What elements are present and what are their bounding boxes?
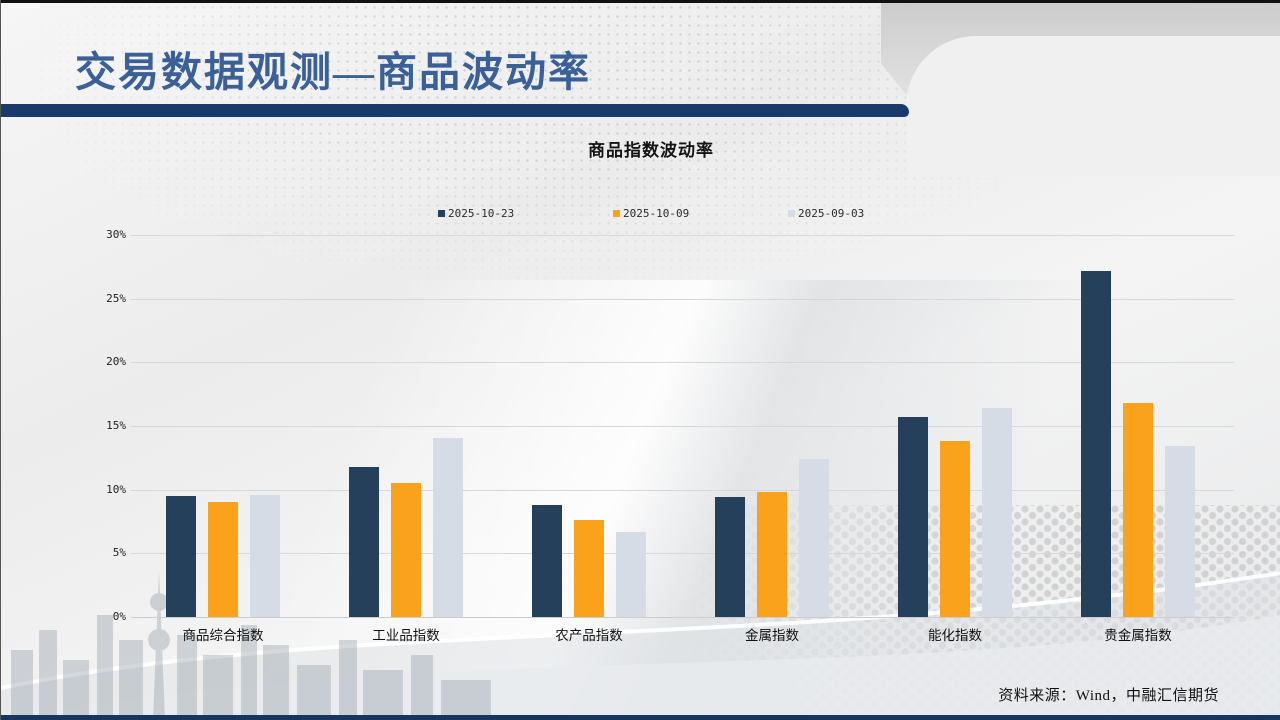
- category-label-农产品指数: 农产品指数: [555, 628, 623, 643]
- source-note: 资料来源：Wind，中融汇信期货: [998, 688, 1219, 704]
- bar-2025-10-09-工业品指数: [391, 483, 421, 617]
- bar-2025-10-09-金属指数: [757, 492, 787, 617]
- category-label-商品综合指数: 商品综合指数: [182, 628, 264, 643]
- bar-2025-10-23-商品综合指数: [166, 496, 196, 617]
- legend-item-2025-09-03: 2025-09-03: [788, 206, 864, 220]
- legend-label-2025-09-03: 2025-09-03: [798, 206, 865, 220]
- gridline-0: [131, 617, 1234, 618]
- legend-item-2025-10-23: 2025-10-23: [438, 206, 514, 220]
- legend-item-2025-10-09: 2025-10-09: [613, 206, 689, 220]
- y-tick-20: 20%: [106, 355, 126, 369]
- bar-2025-10-09-农产品指数: [574, 520, 604, 617]
- legend-swatch-2025-10-23: [438, 209, 445, 217]
- bar-2025-10-23-工业品指数: [349, 466, 379, 617]
- world-map-dot-pattern: [1, 3, 1011, 303]
- y-tick-30: 30%: [106, 228, 126, 241]
- bar-2025-10-23-农产品指数: [532, 504, 562, 617]
- y-tick-25: 25%: [106, 291, 126, 305]
- gridline-5: [131, 553, 1234, 555]
- gridline-10: [131, 489, 1234, 491]
- y-tick-10: 10%: [106, 482, 126, 496]
- white-curve-shape: [906, 36, 1280, 176]
- y-tick-0: 0%: [112, 610, 126, 623]
- legend-label-2025-10-09: 2025-10-09: [623, 206, 690, 220]
- bar-2025-10-23-金属指数: [715, 497, 745, 617]
- chart-title: 商品指数波动率: [588, 141, 714, 160]
- category-label-工业品指数: 工业品指数: [372, 628, 440, 643]
- bar-2025-09-03-农产品指数: [616, 531, 646, 617]
- gridline-15: [131, 426, 1234, 427]
- legend-label-2025-10-23: 2025-10-23: [448, 206, 515, 220]
- legend-swatch-2025-09-03: [788, 209, 795, 217]
- bar-2025-10-09-能化指数: [940, 441, 970, 617]
- page-title: 交易数据观测—商品波动率: [75, 49, 591, 95]
- bar-2025-09-03-贵金属指数: [1165, 446, 1195, 617]
- bar-2025-10-23-能化指数: [898, 417, 928, 617]
- bar-2025-10-23-贵金属指数: [1081, 270, 1111, 617]
- y-tick-5: 5%: [112, 546, 126, 560]
- bottom-edge-bar: [1, 715, 1280, 720]
- bar-2025-09-03-工业品指数: [433, 437, 463, 617]
- bar-2025-09-03-金属指数: [799, 459, 829, 617]
- bar-2025-09-03-商品综合指数: [250, 494, 280, 617]
- y-tick-15: 15%: [106, 419, 126, 432]
- gridline-20: [131, 362, 1234, 364]
- legend-swatch-2025-10-09: [613, 209, 620, 217]
- bar-2025-09-03-能化指数: [982, 408, 1012, 617]
- bar-2025-10-09-贵金属指数: [1123, 403, 1153, 617]
- title-underline-bar: [1, 104, 909, 117]
- category-label-贵金属指数: 贵金属指数: [1104, 628, 1172, 643]
- gridline-25: [131, 298, 1234, 300]
- bar-2025-10-09-商品综合指数: [208, 502, 238, 617]
- category-label-金属指数: 金属指数: [745, 628, 799, 643]
- gridline-30: [131, 235, 1234, 236]
- top-edge-line: [1, 0, 1280, 3]
- category-label-能化指数: 能化指数: [928, 628, 982, 643]
